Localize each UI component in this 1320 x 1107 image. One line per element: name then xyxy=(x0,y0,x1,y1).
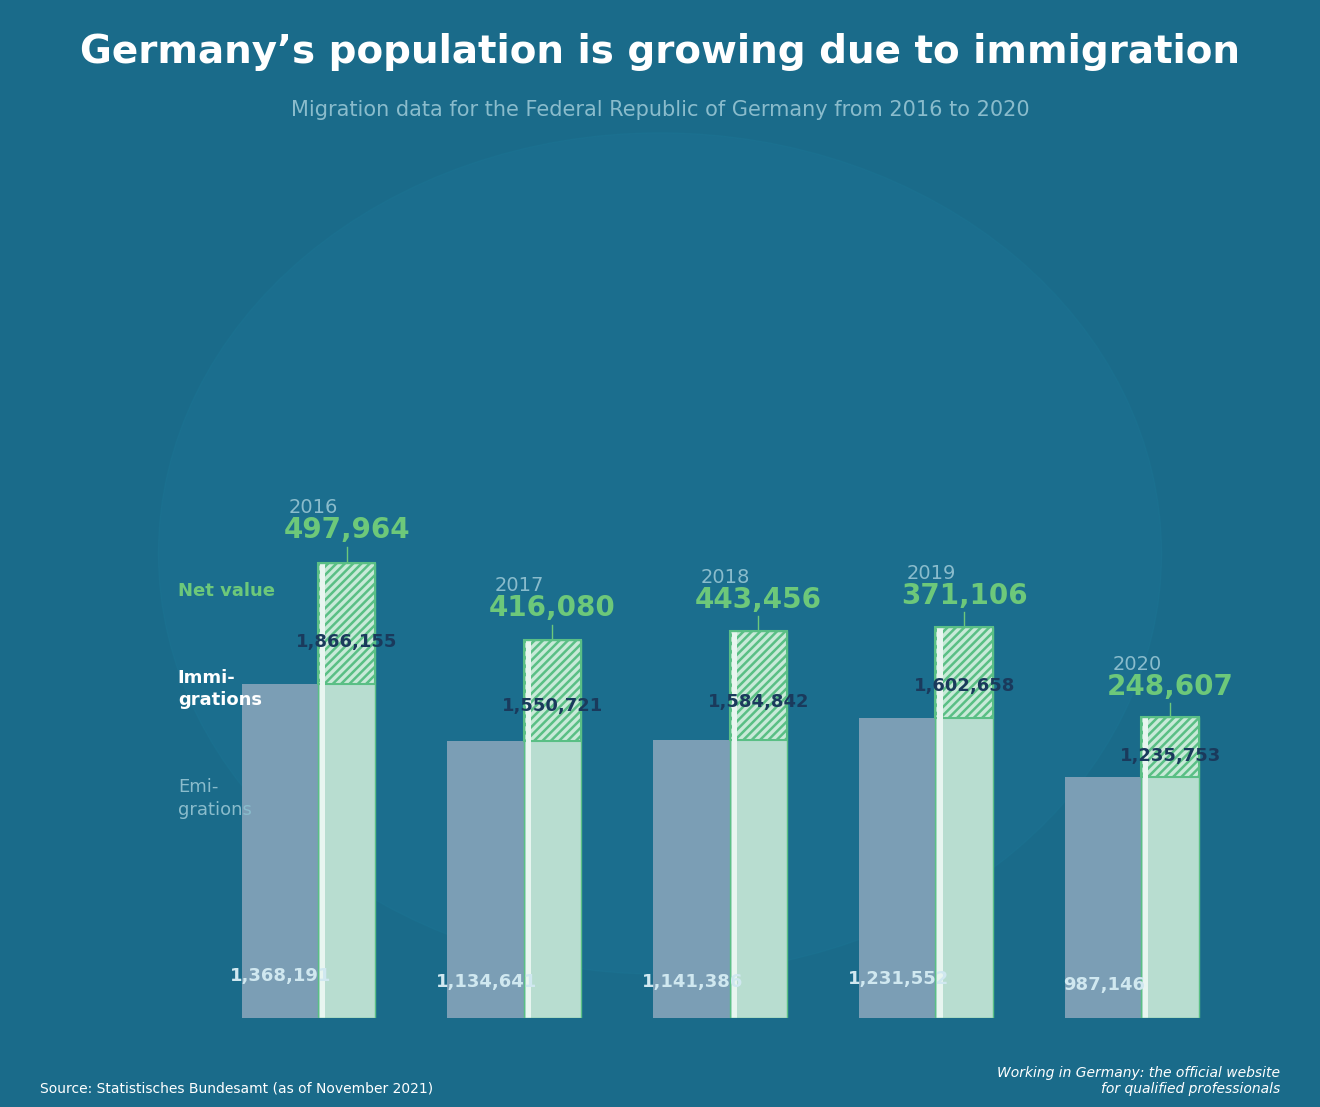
Text: 1,550,721: 1,550,721 xyxy=(502,696,603,715)
Bar xyxy=(1142,716,1199,1018)
Text: 1,235,753: 1,235,753 xyxy=(1119,747,1221,765)
Bar xyxy=(730,739,787,1018)
Text: 2020: 2020 xyxy=(1113,655,1162,674)
Text: 2017: 2017 xyxy=(495,577,544,596)
Bar xyxy=(859,717,937,1018)
Text: Migration data for the Federal Republic of Germany from 2016 to 2020: Migration data for the Federal Republic … xyxy=(290,100,1030,120)
Text: 1,134,641: 1,134,641 xyxy=(436,973,537,991)
Text: 443,456: 443,456 xyxy=(694,586,822,613)
Text: 248,607: 248,607 xyxy=(1106,673,1233,702)
Text: 1,866,155: 1,866,155 xyxy=(296,632,397,651)
Bar xyxy=(524,742,581,1018)
Bar xyxy=(319,562,325,1018)
Bar xyxy=(318,684,375,1018)
Text: Germany’s population is growing due to immigration: Germany’s population is growing due to i… xyxy=(81,33,1239,71)
Bar xyxy=(242,684,319,1018)
Text: 371,106: 371,106 xyxy=(900,582,1027,610)
Bar xyxy=(524,640,581,742)
Text: 2019: 2019 xyxy=(907,565,956,583)
Text: Working in Germany: the official website
for qualified professionals: Working in Germany: the official website… xyxy=(998,1066,1280,1096)
Bar xyxy=(730,631,787,739)
Text: 2018: 2018 xyxy=(701,568,750,587)
Bar xyxy=(1142,716,1199,777)
Bar xyxy=(447,742,525,1018)
Text: 2016: 2016 xyxy=(289,498,338,517)
Bar xyxy=(524,640,581,1018)
Text: 1,584,842: 1,584,842 xyxy=(708,693,809,711)
Bar xyxy=(730,631,787,1018)
Bar xyxy=(1143,716,1148,1018)
Bar xyxy=(1142,777,1199,1018)
Text: Emi-
grations: Emi- grations xyxy=(178,778,252,819)
Text: 497,964: 497,964 xyxy=(284,516,411,545)
Bar xyxy=(653,739,731,1018)
Bar xyxy=(936,717,993,1018)
Text: Source: Statistisches Bundesamt (as of November 2021): Source: Statistisches Bundesamt (as of N… xyxy=(40,1082,433,1096)
Text: 416,080: 416,080 xyxy=(490,594,616,622)
Text: Net value: Net value xyxy=(178,582,275,600)
Text: 1,141,386: 1,141,386 xyxy=(642,973,743,991)
Bar xyxy=(936,627,993,1018)
Bar xyxy=(1065,777,1143,1018)
Text: 1,602,658: 1,602,658 xyxy=(913,676,1015,695)
Bar xyxy=(318,562,375,1018)
Text: 1,368,191: 1,368,191 xyxy=(230,968,331,985)
Bar xyxy=(937,627,942,1018)
Text: Immi-
grations: Immi- grations xyxy=(178,669,261,708)
Text: 1,231,552: 1,231,552 xyxy=(847,971,949,989)
Bar xyxy=(318,562,375,684)
Bar xyxy=(525,640,531,1018)
Bar xyxy=(936,627,993,717)
Bar xyxy=(731,631,737,1018)
Text: 987,146: 987,146 xyxy=(1063,976,1146,994)
